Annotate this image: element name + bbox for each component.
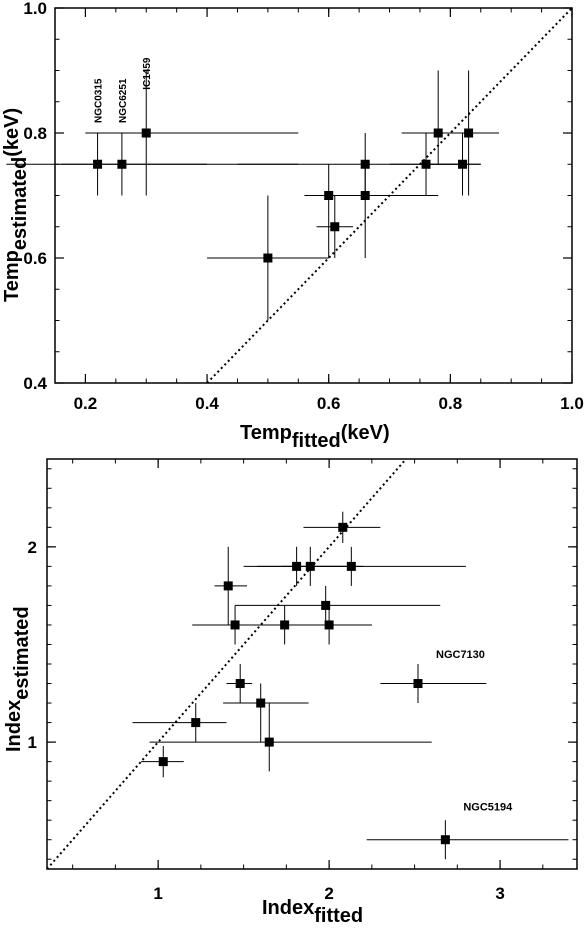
data-point — [235, 679, 245, 689]
axis-ticks — [47, 459, 577, 869]
y-axis-title-main: Temp — [1, 250, 23, 302]
x-axis-title-sub: fitted — [314, 905, 363, 927]
data-point — [330, 222, 340, 232]
data-point — [141, 128, 151, 138]
y-axis-title-sub: estimated — [9, 157, 31, 250]
data-point — [264, 737, 274, 747]
data-point — [360, 191, 370, 200]
temperature-panel: 0.2 0.4 0.6 0.8 1.0 0.4 0.6 0.8 1.0 NGC0315 NGC62… — [1, 0, 584, 452]
x-tick-label: 0.2 — [74, 394, 98, 413]
y-tick-label: 0.6 — [23, 249, 47, 268]
data-point — [305, 561, 315, 571]
y-axis-title: Indexestimated — [3, 606, 33, 752]
y-tick-label: 0.8 — [23, 124, 47, 143]
tick-labels: 0.2 0.4 0.6 0.8 1.0 0.4 0.6 0.8 1.0 — [23, 0, 583, 413]
x-axis-title-main: Temp — [240, 422, 292, 444]
data-point — [117, 159, 127, 169]
data-point — [256, 698, 266, 708]
data-point — [321, 600, 331, 610]
point-annotation: NGC7130 — [436, 649, 485, 661]
axis-ticks — [54, 7, 573, 384]
y-tick-label: 0.4 — [23, 374, 47, 393]
point-annotation: IC1459 — [142, 57, 153, 90]
data-point — [223, 581, 233, 591]
error-bars — [6, 70, 500, 321]
x-tick-label: 1 — [153, 884, 162, 903]
reference-line — [46, 458, 407, 870]
data-point — [421, 159, 431, 169]
data-point — [324, 191, 334, 200]
data-point — [191, 718, 201, 728]
data-point — [346, 561, 356, 571]
x-tick-label: 2 — [324, 884, 333, 903]
point-annotation: NGC5194 — [463, 801, 513, 813]
x-axis-title: Tempfitted(keV) — [240, 422, 390, 452]
x-tick-label: 0.6 — [317, 394, 341, 413]
x-axis-title: Indexfitted — [262, 897, 363, 927]
data-point — [230, 620, 240, 630]
point-annotation: NGC0315 — [94, 78, 105, 123]
y-equals-x-line — [46, 458, 407, 870]
x-tick-label: 3 — [495, 884, 504, 903]
data-point — [458, 159, 468, 169]
y-tick-label: 2 — [28, 538, 37, 557]
y-tick-label: 1.0 — [23, 0, 47, 18]
x-tick-label: 1.0 — [560, 394, 584, 413]
data-point — [292, 561, 302, 571]
tick-labels: 1 2 3 1 2 — [28, 538, 505, 903]
data-point — [324, 620, 334, 630]
y-axis-title-unit: (keV) — [1, 108, 23, 157]
data-point — [440, 835, 450, 845]
data-point — [360, 159, 370, 169]
x-axis-title-main: Index — [262, 897, 314, 919]
y-axis-title-main: Index — [3, 700, 25, 752]
y-tick-label: 1 — [28, 733, 37, 752]
x-tick-label: 0.4 — [195, 394, 219, 413]
x-axis-title-unit: (keV) — [341, 422, 390, 444]
data-point — [464, 128, 474, 138]
data-point — [433, 128, 443, 138]
annotations: NGC0315 NGC6251 IC1459 — [94, 57, 154, 123]
data-point — [338, 522, 348, 532]
data-point — [413, 679, 423, 689]
x-axis-title-sub: fitted — [292, 430, 341, 452]
y-axis-title-sub: estimated — [11, 606, 33, 699]
data-point — [93, 159, 103, 169]
data-point — [263, 253, 273, 263]
data-markers — [158, 522, 450, 845]
y-axis-title: Tempestimated(keV) — [1, 108, 31, 302]
annotations: NGC7130 NGC5194 — [436, 649, 513, 813]
data-point — [280, 620, 290, 630]
point-annotation: NGC6251 — [118, 78, 129, 123]
x-tick-label: 0.8 — [439, 394, 463, 413]
data-markers — [93, 128, 474, 263]
data-point — [158, 757, 168, 767]
